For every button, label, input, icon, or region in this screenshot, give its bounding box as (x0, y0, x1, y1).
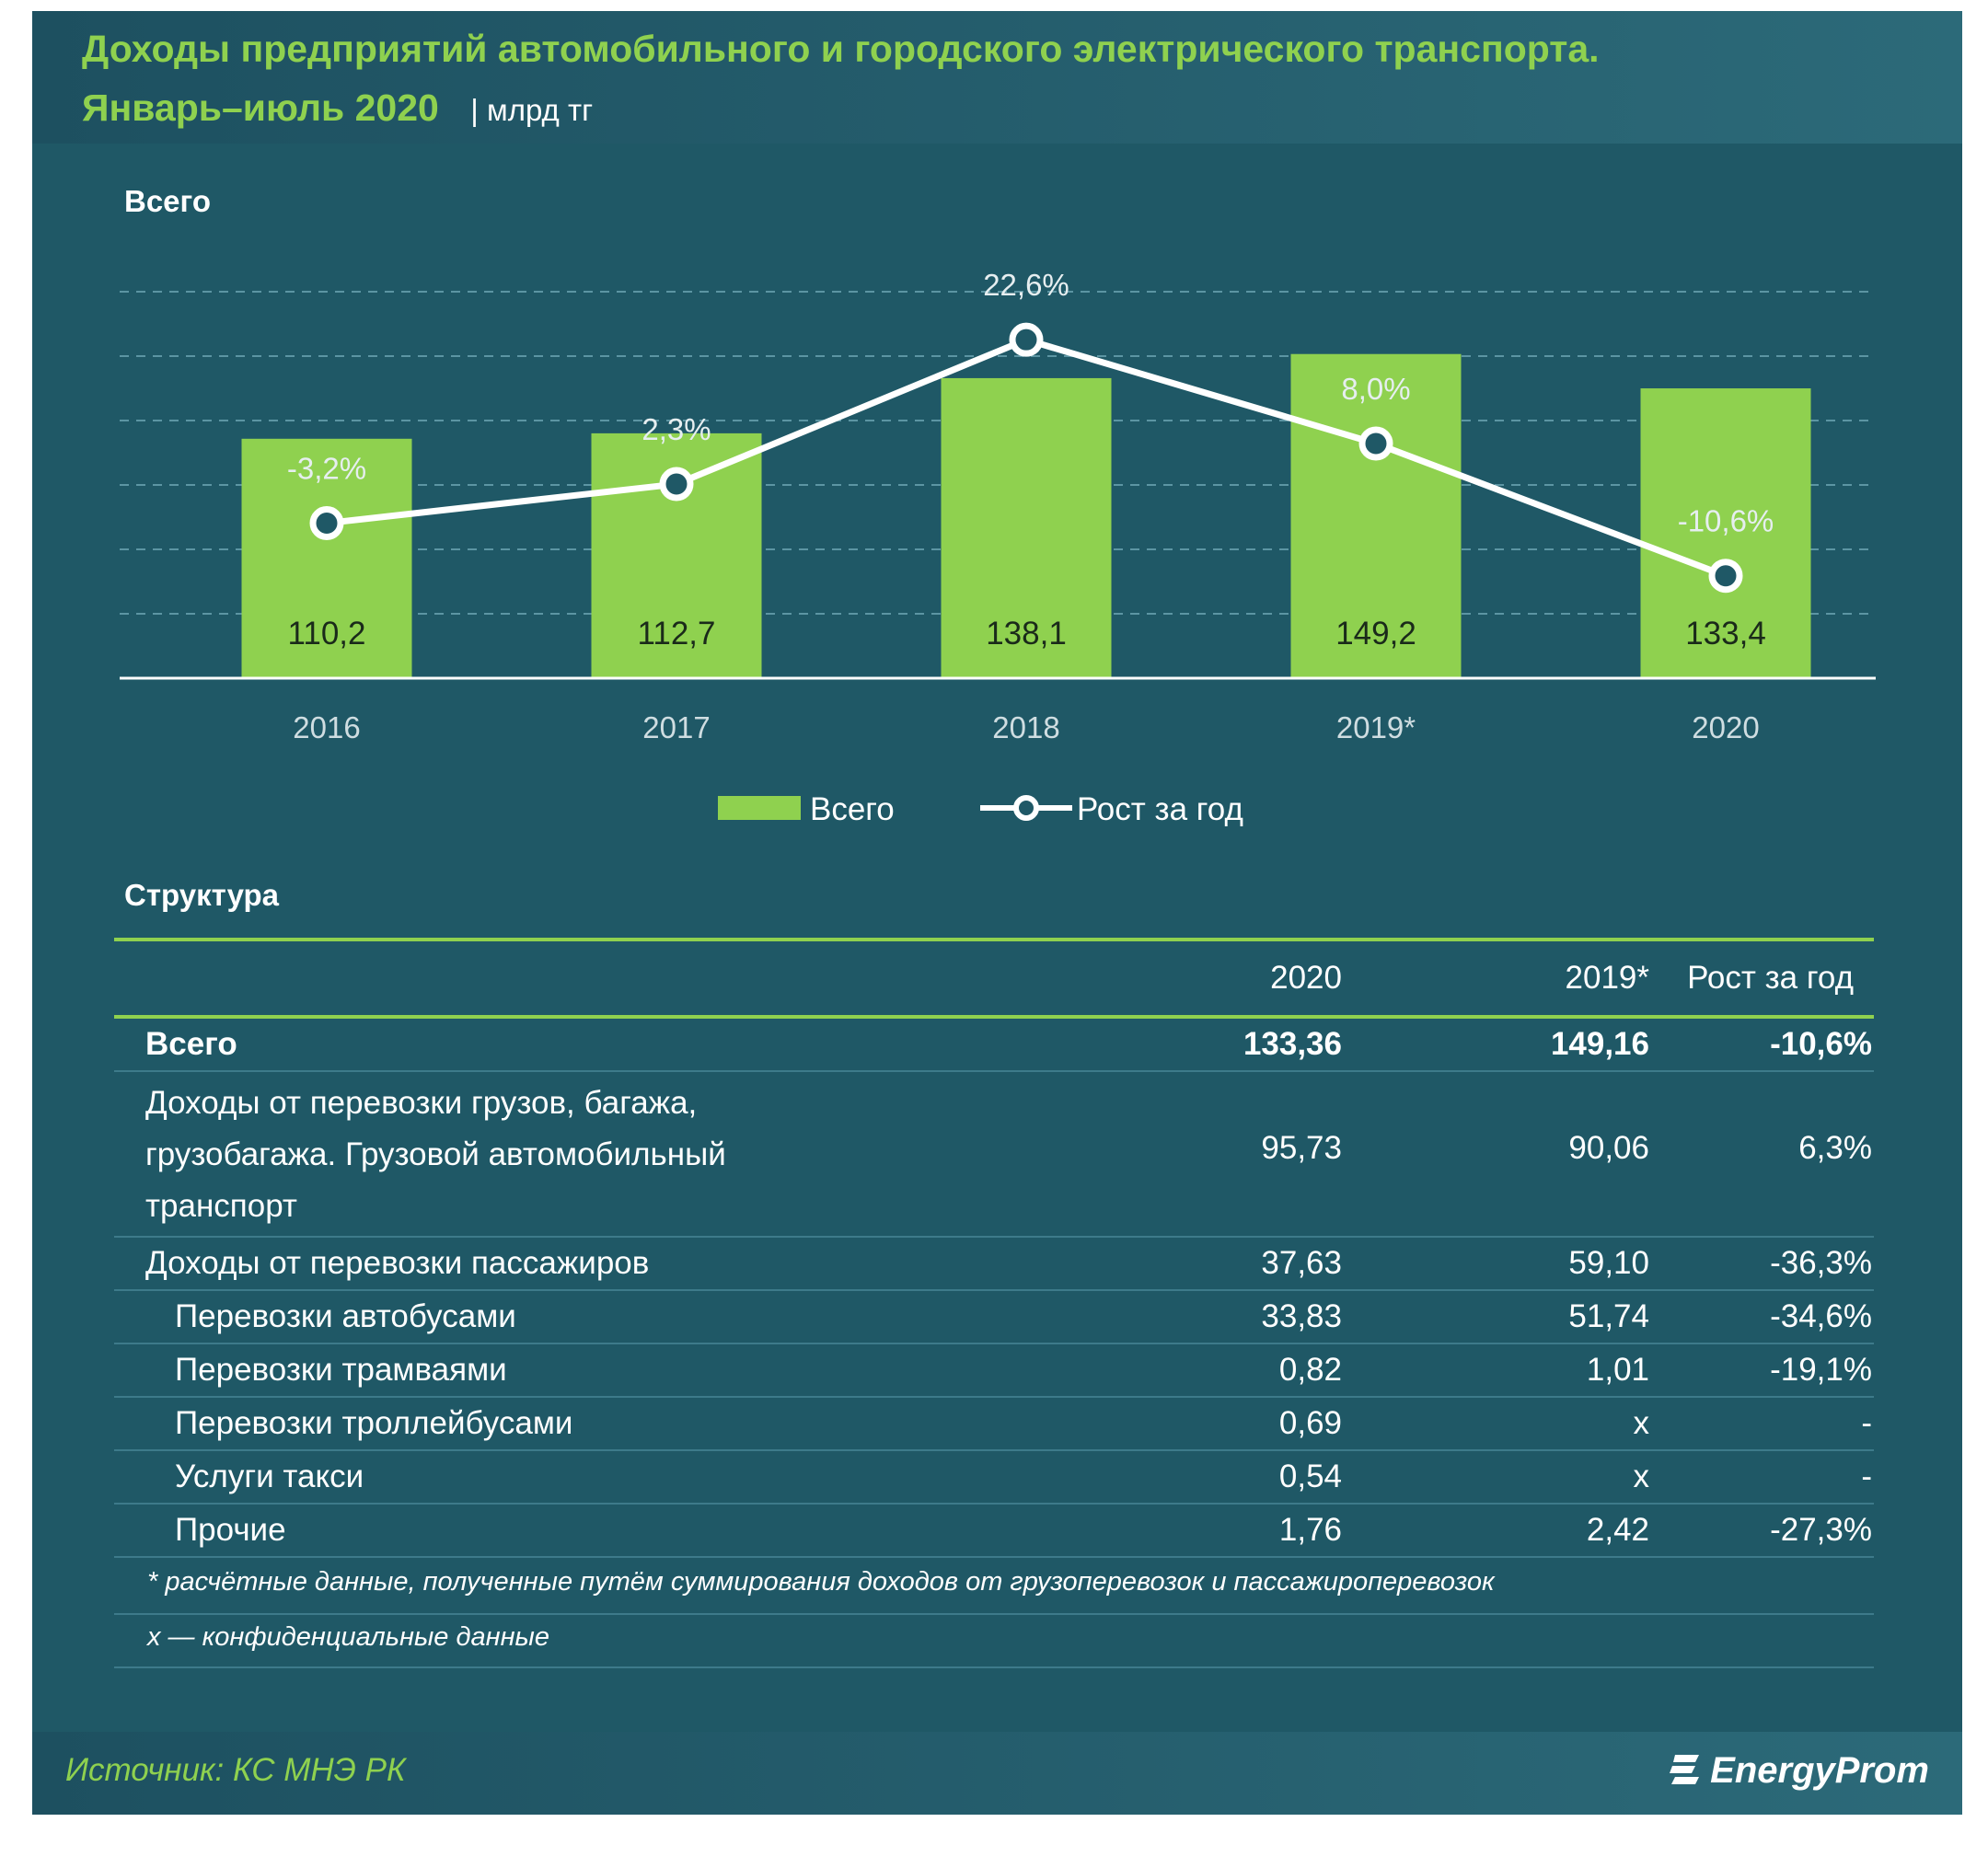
growth-value-label: 8,0% (1341, 372, 1410, 406)
growth-point (1009, 322, 1044, 357)
value-growth: 6,3% (1798, 1130, 1872, 1166)
value-2019: x (1633, 1405, 1650, 1441)
value-2020: 1,76 (1278, 1512, 1342, 1548)
value-growth: - (1861, 1405, 1872, 1441)
brand-logo: EnergyProm (1668, 1750, 1929, 1792)
bar-2020 (1640, 388, 1811, 678)
growth-point (1708, 559, 1743, 594)
table-row: Перевозки трамваями 0,82 1,01 -19,1% (114, 1344, 1874, 1398)
chart-title: Доходы предприятий автомобильного и горо… (82, 28, 1600, 70)
header-2019: 2019* (1565, 960, 1649, 996)
x-tick-label: 2018 (992, 710, 1059, 744)
header: Доходы предприятий автомобильного и горо… (32, 11, 1962, 144)
note-row: x — конфиденциальные данные (114, 1615, 1874, 1668)
table-row: Услуги такси 0,54 x - (114, 1451, 1874, 1505)
table-row: Перевозки троллейбусами 0,69 x - (114, 1398, 1874, 1451)
value-growth: - (1861, 1459, 1872, 1494)
combo-chart: 110,2 112,7 138,1 149,2 133,4 -3,2% 2,3% 22,6%… (120, 268, 1876, 827)
row-label: Всего (145, 1026, 237, 1062)
value-2019: 59,10 (1568, 1245, 1649, 1281)
structure-table: 2020 2019* Рост за год Всего 133,36 149,16… (114, 938, 1874, 1668)
footer: Источник: КС МНЭ РК EnergyProm (32, 1732, 1962, 1815)
value-growth: -27,3% (1770, 1512, 1872, 1548)
brand-name: EnergyProm (1710, 1750, 1929, 1791)
chart-section-label: Всего (124, 184, 212, 218)
growth-series: -3,2% 2,3% 22,6% 8,0% -10,6% (287, 268, 1774, 594)
subtitle-row: Январь–июль 2020 | млрд тг (82, 86, 593, 130)
note-estimate: * расчётные данные, полученные путём сум… (147, 1567, 1495, 1597)
unit-label: | млрд тг (470, 93, 594, 127)
legend-line-marker (1013, 795, 1039, 821)
note-row: * расчётные данные, полученные путём сум… (114, 1558, 1874, 1615)
growth-point (309, 506, 344, 541)
table-row: Доходы от перевозки пассажиров 37,63 59,10… (114, 1238, 1874, 1291)
bar-2019* (1290, 353, 1462, 678)
growth-point (659, 467, 694, 502)
table-header-row: 2020 2019* Рост за год (114, 941, 1874, 1019)
value-growth: -10,6% (1770, 1026, 1872, 1062)
header-growth: Рост за год (1687, 960, 1854, 996)
legend: Всего Рост за год (718, 791, 1243, 827)
growth-value-label: 22,6% (983, 268, 1069, 302)
row-label: Доходы от перевозки пассажиров (145, 1245, 650, 1281)
growth-value-label: 2,3% (641, 412, 711, 446)
value-2020: 133,36 (1242, 1026, 1342, 1062)
growth-value-label: -10,6% (1678, 504, 1774, 538)
value-2019: x (1633, 1459, 1650, 1494)
value-growth: -19,1% (1770, 1352, 1872, 1388)
bar-2016 (241, 438, 412, 678)
value-2020: 37,63 (1261, 1245, 1342, 1281)
bar-value-label: 133,4 (1685, 616, 1766, 651)
x-tick-label: 2020 (1692, 710, 1759, 744)
value-2019: 149,16 (1550, 1026, 1649, 1062)
row-label: Прочие (175, 1512, 286, 1548)
table-top-rule (114, 938, 1874, 941)
x-axis-ticks: 2016 2017 2018 2019* 2020 (293, 710, 1759, 744)
row-label: Услуги такси (175, 1459, 364, 1494)
value-2020: 0,54 (1278, 1459, 1342, 1494)
source-text: Источник: КС МНЭ РК (65, 1752, 406, 1788)
table-body: Всего 133,36 149,16 -10,6% Доходы от перевоз… (114, 1019, 1874, 1558)
row-label: Перевозки трамваями (175, 1352, 507, 1388)
value-2019: 1,01 (1586, 1352, 1649, 1388)
x-tick-label: 2019* (1336, 710, 1416, 744)
bar-value-label: 149,2 (1335, 616, 1416, 651)
x-tick-label: 2017 (642, 710, 710, 744)
header-2020: 2020 (1270, 960, 1342, 996)
value-2019: 90,06 (1568, 1130, 1649, 1166)
row-label: Доходы от перевозки грузов, багажа, груз… (145, 1085, 726, 1224)
legend-bar-swatch (718, 796, 801, 820)
bar-value-label: 110,2 (288, 616, 366, 651)
energyprom-logo-icon (1670, 1755, 1700, 1784)
infographic-card: Доходы предприятий автомобильного и горо… (32, 11, 1962, 1815)
growth-value-label: -3,2% (287, 452, 366, 486)
legend-line-label: Рост за год (1077, 791, 1243, 827)
table-row: Прочие 1,76 2,42 -27,3% (114, 1505, 1874, 1558)
value-2019: 51,74 (1568, 1298, 1649, 1334)
value-2020: 33,83 (1261, 1298, 1342, 1334)
growth-point (1358, 426, 1393, 461)
table-row: Перевозки автобусами 33,83 51,74 -34,6% (114, 1291, 1874, 1344)
chart-subtitle: Январь–июль 2020 (82, 86, 439, 129)
value-growth: -34,6% (1770, 1298, 1872, 1334)
value-2020: 0,69 (1278, 1405, 1342, 1441)
value-2020: 95,73 (1261, 1130, 1342, 1166)
bar-value-label: 112,7 (638, 616, 716, 651)
row-label: Перевозки троллейбусами (175, 1405, 573, 1441)
table-section-label: Структура (124, 878, 279, 912)
bar-2018 (941, 377, 1112, 678)
value-2019: 2,42 (1586, 1512, 1649, 1548)
legend-bar-label: Всего (810, 791, 895, 827)
table-row: Всего 133,36 149,16 -10,6% (114, 1019, 1874, 1072)
value-growth: -36,3% (1770, 1245, 1872, 1281)
value-2020: 0,82 (1278, 1352, 1342, 1388)
table-row: Доходы от перевозки грузов, багажа, груз… (114, 1072, 1874, 1238)
bar-value-label: 138,1 (986, 616, 1067, 651)
note-confidential: x — конфиденциальные данные (147, 1622, 550, 1652)
row-label: Перевозки автобусами (175, 1298, 516, 1334)
x-tick-label: 2016 (293, 710, 360, 744)
